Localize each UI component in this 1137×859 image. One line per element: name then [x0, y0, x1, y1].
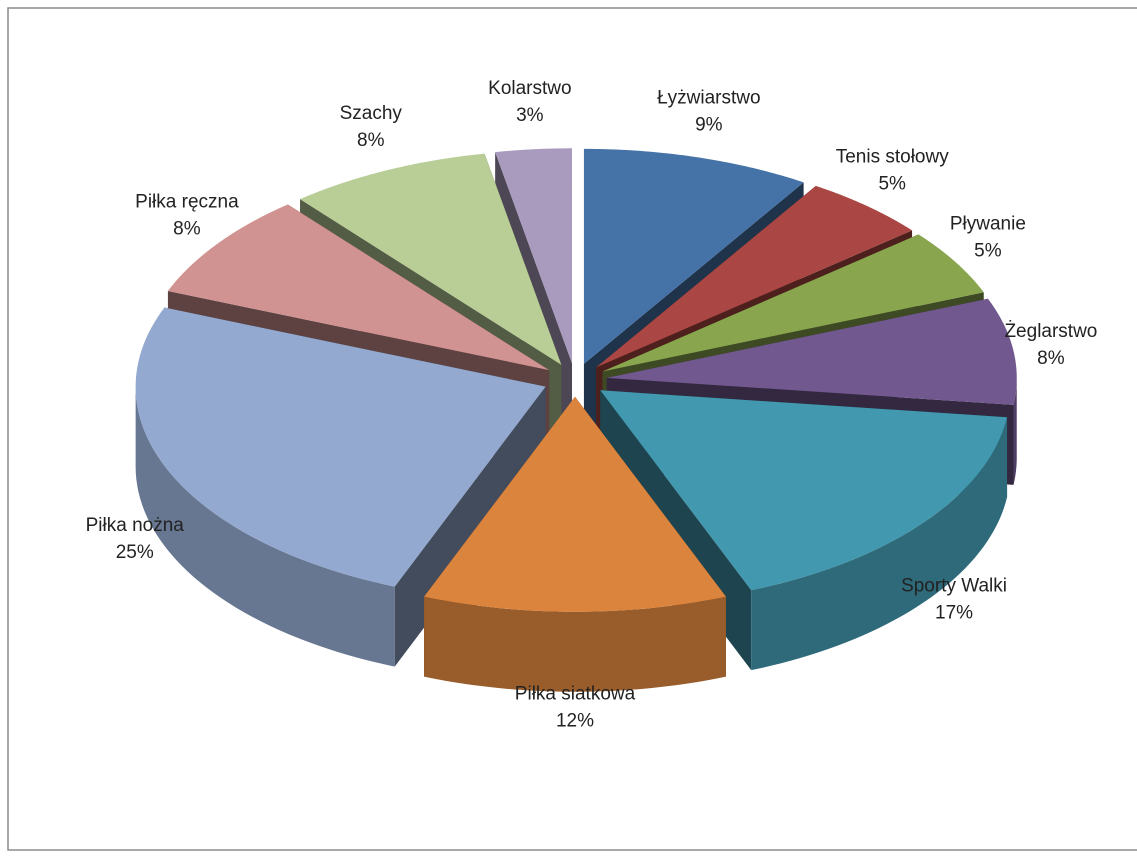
category-label: Sporty Walki — [901, 575, 1007, 596]
value-label: 9% — [695, 115, 723, 136]
slice-top — [596, 185, 913, 368]
slice-top — [602, 234, 984, 372]
slice-top — [135, 307, 546, 587]
slice — [424, 396, 726, 692]
category-label: Łyżwiarstwo — [657, 88, 760, 109]
value-label: 8% — [1037, 348, 1065, 369]
slice-wall — [135, 386, 395, 667]
value-label: 5% — [974, 241, 1002, 262]
slice-top — [424, 396, 726, 612]
value-label: 3% — [516, 105, 544, 126]
slice-wall — [751, 417, 1008, 671]
slice-top — [495, 148, 572, 364]
value-label: 17% — [935, 602, 973, 623]
category-label: Żeglarstwo — [1004, 321, 1097, 342]
slice — [135, 307, 546, 667]
value-label: 8% — [173, 219, 201, 240]
category-label: Piłka nożna — [86, 515, 185, 536]
slice-top — [167, 204, 550, 371]
slice-top — [300, 153, 562, 365]
category-label: Pływanie — [950, 214, 1026, 235]
value-label: 25% — [116, 542, 154, 563]
category-label: Kolarstwo — [488, 78, 571, 99]
slice-wall — [424, 596, 726, 692]
slice-wall — [1013, 377, 1017, 485]
slice-top — [606, 298, 1017, 405]
value-label: 5% — [878, 173, 906, 194]
value-label: 8% — [357, 130, 385, 151]
category-label: Szachy — [340, 103, 403, 124]
slice-top — [583, 148, 804, 364]
slice-top — [600, 390, 1008, 591]
category-label: Tenis stołowy — [836, 146, 949, 167]
category-label: Piłka ręczna — [135, 192, 239, 213]
category-label: Piłka siatkowa — [515, 684, 636, 705]
value-label: 12% — [556, 711, 594, 732]
